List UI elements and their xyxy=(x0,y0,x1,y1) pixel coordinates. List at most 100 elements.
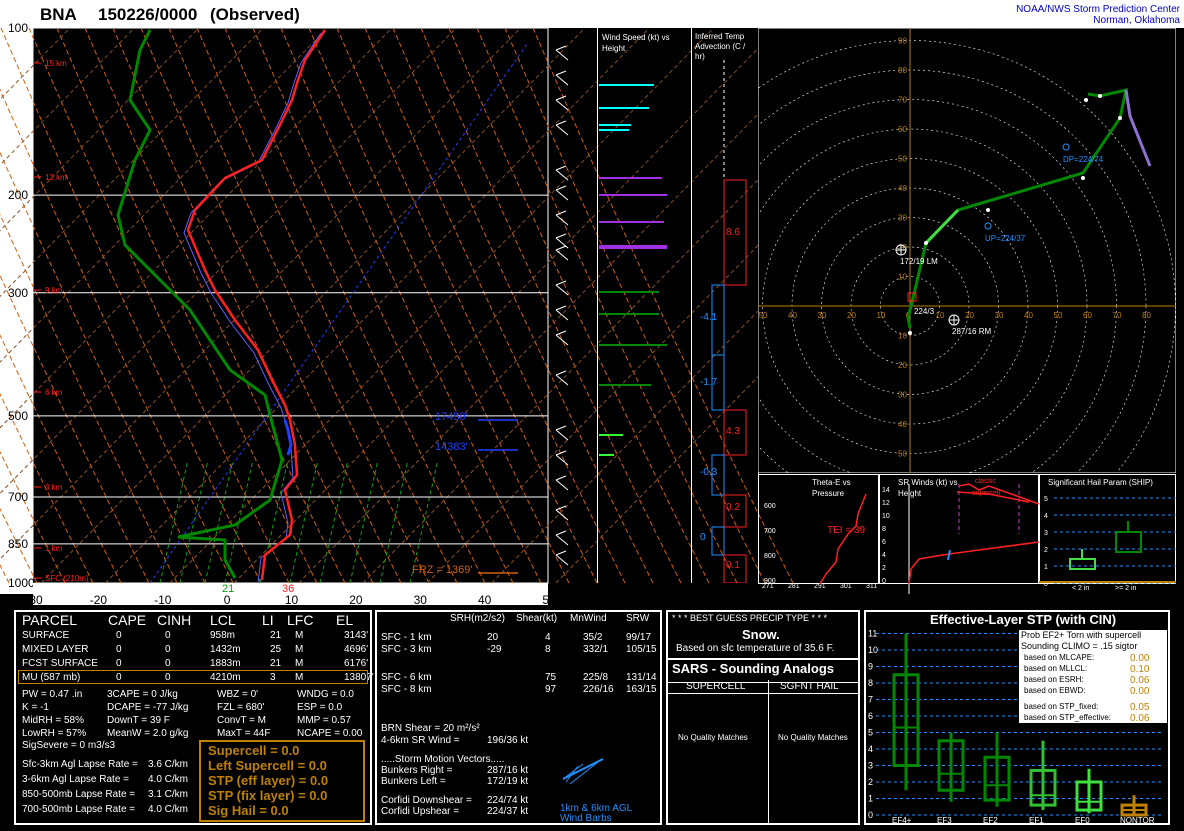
hodo-xtick: 70 xyxy=(1113,311,1122,320)
srwind-ytick: 2 xyxy=(882,565,886,572)
advection-value: -4.1 xyxy=(700,312,718,323)
mixing-ratio-line xyxy=(319,459,349,584)
isotherm xyxy=(0,27,521,560)
parcel-cell: 0 xyxy=(165,672,171,683)
kin-cell: SFC - 6 km xyxy=(381,672,432,683)
isotherm xyxy=(105,27,650,584)
level-label-1: 17459' xyxy=(435,411,468,423)
ship-cat-1: < 2 in xyxy=(1072,585,1090,592)
temp-tick-label: 10 xyxy=(284,593,299,607)
prob-value: 0.10 xyxy=(1130,664,1150,675)
thetae-xtick: 301 xyxy=(840,583,852,590)
advection-bar xyxy=(723,554,747,583)
hodo-up-label: UP=224/37 xyxy=(985,234,1026,243)
sars-divider xyxy=(768,680,769,823)
wind-barb-flag xyxy=(555,120,567,126)
temp-tick-label: -10 xyxy=(154,593,172,607)
srwind-ytick: 10 xyxy=(882,513,890,520)
lapse-value: 4.0 C/km xyxy=(148,804,189,815)
srwind-ytick: 0 xyxy=(882,578,886,585)
precip-panel xyxy=(666,610,860,825)
dry-adiabat xyxy=(336,27,598,584)
advection-value: -0.3 xyxy=(700,467,718,478)
parcel-cell: SURFACE xyxy=(22,630,70,641)
parcel-cell: 0 xyxy=(116,672,122,683)
parcel-header: EL xyxy=(336,612,354,628)
param-cell: MaxT = 44F xyxy=(217,728,271,739)
stp-ytick: 2 xyxy=(868,777,873,787)
sr-wind-label: 4-6km SR Wind = xyxy=(381,735,460,746)
parcel-header: LFC xyxy=(287,612,314,628)
thetae-xtick: 311 xyxy=(866,583,877,590)
prob-label: based on MLCAPE: xyxy=(1024,653,1095,662)
hodo-xtick: 40 xyxy=(788,311,797,320)
freezing-level: FRZ = 1369' xyxy=(412,564,473,576)
hodo-xtick: 50 xyxy=(1054,311,1063,320)
srwind-ytick: 8 xyxy=(882,526,886,533)
mixing-ratio-line xyxy=(289,459,319,584)
kin-cell: 226/16 xyxy=(583,684,614,695)
parcel-panel xyxy=(14,610,372,825)
advection-value: 0 xyxy=(700,532,706,543)
kin-cell: SFC - 1 km xyxy=(381,632,432,643)
parcel-cell: MIXED LAYER xyxy=(22,644,89,655)
hodo-ytick: 50 xyxy=(898,450,907,459)
lapse-label: 3-6km Agl Lapse Rate = xyxy=(22,774,130,785)
precip-title: * * * BEST GUESS PRECIP TYPE * * * xyxy=(672,613,828,623)
stp-ytick: 1 xyxy=(868,794,873,804)
advection-bar xyxy=(723,409,747,456)
sars-match-1: No Quality Matches xyxy=(678,733,748,742)
dry-adiabat xyxy=(448,27,710,584)
precip-type: Snow. xyxy=(742,627,780,642)
advection-value: 0.1 xyxy=(726,560,740,571)
thetae-xtick: 281 xyxy=(788,583,800,590)
kinematics-panel xyxy=(375,610,662,825)
kin-cell: 105/15 xyxy=(626,644,657,655)
thetae-ytick: 900 xyxy=(764,578,776,585)
param-cell: DCAPE = -77 J/kg xyxy=(107,702,189,713)
parcel-cell: 4696' xyxy=(344,644,369,655)
wind-speed-title: Wind Speed (kt) vs Height xyxy=(602,33,670,53)
dry-adiabat xyxy=(196,27,458,584)
stp-category: EF4+ xyxy=(892,816,912,825)
sars-col-hail: SGFNT HAIL xyxy=(780,681,839,692)
height-label: SFC (210m) xyxy=(45,574,89,583)
advection-bar xyxy=(711,354,725,411)
kin-header: SRH(m2/s2) xyxy=(450,613,506,624)
param-cell: K = -1 xyxy=(22,702,49,713)
stp-prob-box xyxy=(1018,629,1168,724)
tei-label: TEI = 39 xyxy=(827,525,866,536)
dry-adiabat xyxy=(0,213,178,584)
parcel-header: LI xyxy=(262,612,274,628)
stp-ytick: 3 xyxy=(868,761,873,771)
wind-barb-flag xyxy=(555,305,567,311)
kin-header: MnWind xyxy=(570,613,607,624)
parcel-cell: 0 xyxy=(165,630,171,641)
wind-barb-flag xyxy=(555,95,567,101)
isotherm xyxy=(233,27,779,584)
hodo-xtick: 80 xyxy=(1142,311,1151,320)
stp-ytick: 4 xyxy=(868,744,873,754)
stp-title: Effective-Layer STP (with CIN) xyxy=(930,612,1117,627)
wind-barb xyxy=(555,509,569,521)
wind-speed-panel xyxy=(597,28,692,583)
parcel-cell: 3143' xyxy=(344,630,369,641)
hodo-ytick: 90 xyxy=(898,37,907,46)
isotherm xyxy=(298,27,843,584)
hodo-dp-label: DP=224/74 xyxy=(1063,155,1104,164)
wind-barb xyxy=(555,189,569,201)
stp-ytick: 11 xyxy=(868,629,877,639)
param-cell: ConvT = M xyxy=(217,715,266,726)
wind-barb xyxy=(555,534,569,546)
pressure-label: 1000 xyxy=(8,576,35,590)
hodo-xtick: 30 xyxy=(818,311,827,320)
kin-cell: -29 xyxy=(487,644,502,655)
wind-barb xyxy=(555,454,569,466)
param-cell: DownT = 39 F xyxy=(107,715,170,726)
parcel-header: CINH xyxy=(157,612,192,628)
temp-tick-label: -20 xyxy=(89,593,108,607)
stp-ytick: 7 xyxy=(868,695,873,705)
stp-ytick: 0 xyxy=(868,810,873,820)
